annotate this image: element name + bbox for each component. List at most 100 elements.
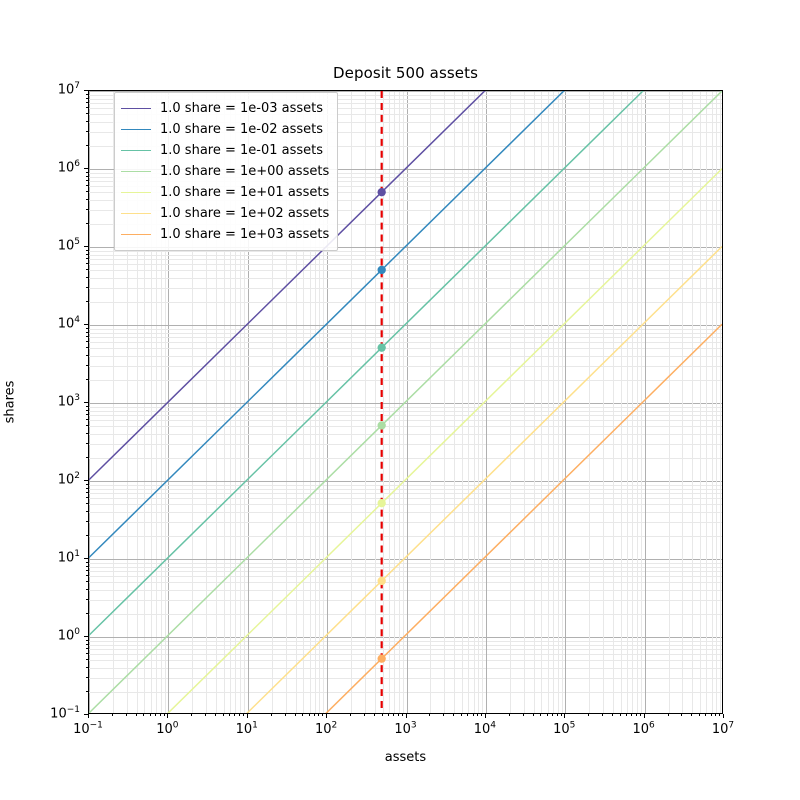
y-tick (86, 570, 88, 572)
gridline-minor (541, 91, 543, 713)
gridline-minor (533, 91, 535, 713)
x-tick (318, 714, 320, 716)
x-tick (681, 714, 683, 716)
gridline-minor (230, 91, 232, 713)
x-tick (350, 714, 352, 716)
gridline-minor (89, 562, 722, 564)
y-tick (86, 121, 88, 123)
gridline-minor (89, 379, 722, 381)
gridline-major (644, 91, 646, 713)
y-axis-title: shares (2, 380, 18, 424)
gridline-minor (461, 91, 463, 713)
gridline-minor (89, 259, 722, 261)
y-tick (86, 277, 88, 279)
y-tick (86, 497, 88, 499)
legend-label-6: 1.0 share = 1e+03 assets (160, 227, 330, 242)
gridline-minor (160, 91, 162, 713)
gridline-minor (89, 122, 722, 124)
x-tick (155, 714, 157, 716)
legend-item-1[interactable]: 1.0 share = 1e-02 assets (121, 119, 329, 140)
gridline-minor (402, 91, 404, 713)
legend-item-3[interactable]: 1.0 share = 1e+00 assets (121, 161, 329, 182)
data-point-marker-1 (377, 265, 386, 275)
y-tick (86, 503, 88, 505)
x-tick (705, 714, 707, 716)
x-tick-label: 105 (553, 720, 576, 737)
series-line-2 (89, 91, 644, 636)
legend-item-6[interactable]: 1.0 share = 1e+03 assets (121, 224, 329, 245)
gridline-minor (89, 457, 722, 459)
gridline-minor (89, 200, 722, 202)
gridline-minor (364, 91, 366, 713)
gridline-minor (382, 91, 384, 713)
gridline-minor (89, 668, 722, 670)
gridline-minor (89, 649, 722, 651)
legend-item-2[interactable]: 1.0 share = 1e-01 assets (121, 140, 329, 161)
gridline-minor (144, 91, 146, 713)
x-tick (111, 714, 113, 716)
gridline-minor (89, 410, 722, 412)
gridline-minor (89, 535, 722, 537)
legend-swatch-1 (121, 129, 151, 130)
gridline-major (89, 325, 722, 326)
gridline-minor (89, 488, 722, 490)
gridline-minor (89, 677, 722, 679)
gridline-minor (89, 566, 722, 568)
gridline-major (406, 91, 408, 713)
gridline-minor (682, 91, 684, 713)
y-tick (86, 511, 88, 513)
y-tick (86, 690, 88, 692)
gridline-minor (164, 91, 166, 713)
gridline-minor (89, 640, 722, 642)
legend-item-0[interactable]: 1.0 share = 1e-03 assets (121, 98, 329, 119)
gridline-minor (398, 91, 400, 713)
gridline-minor (636, 91, 638, 713)
series-line-4 (167, 168, 722, 713)
gridline-minor (561, 91, 563, 713)
y-tick (86, 249, 88, 251)
x-tick (167, 714, 169, 718)
series-line-6 (325, 323, 722, 713)
x-tick (551, 714, 553, 716)
gridline-major (89, 481, 722, 482)
x-tick (159, 714, 161, 716)
gridline-minor (223, 91, 225, 713)
y-tick (86, 419, 88, 421)
x-tick (691, 714, 693, 716)
gridline-minor (668, 91, 670, 713)
x-tick (363, 714, 365, 716)
legend-swatch-3 (121, 171, 151, 172)
gridline-minor (552, 91, 554, 713)
x-tick (643, 714, 645, 718)
y-tick (86, 341, 88, 343)
gridline-minor (716, 91, 718, 713)
gridline-minor (271, 91, 273, 713)
x-tick (481, 714, 483, 716)
gridline-minor (89, 590, 722, 592)
gridline-minor (89, 278, 722, 280)
legend: 1.0 share = 1e-03 assets 1.0 share = 1e-0… (114, 92, 339, 251)
x-tick (294, 714, 296, 716)
y-tick (86, 589, 88, 591)
gridline-minor (430, 91, 432, 713)
y-tick (86, 199, 88, 201)
gridline-minor (547, 91, 549, 713)
y-tick (86, 97, 88, 99)
gridline-minor (314, 91, 316, 713)
gridline-minor (89, 512, 722, 514)
gridline-minor (632, 91, 634, 713)
x-tick (381, 714, 383, 716)
y-tick-label: 101 (57, 549, 80, 566)
x-tick (522, 714, 524, 716)
y-tick (86, 659, 88, 661)
gridline-minor (136, 91, 138, 713)
y-tick-label: 104 (57, 315, 80, 332)
gridline-minor (309, 91, 311, 713)
x-tick-label: 100 (156, 720, 179, 737)
legend-label-1: 1.0 share = 1e-02 assets (160, 122, 324, 137)
x-tick (453, 714, 455, 716)
y-tick (84, 324, 88, 325)
legend-item-4[interactable]: 1.0 share = 1e+01 assets (121, 182, 329, 203)
gridline-minor (192, 91, 194, 713)
legend-item-5[interactable]: 1.0 share = 1e+02 assets (121, 203, 329, 224)
